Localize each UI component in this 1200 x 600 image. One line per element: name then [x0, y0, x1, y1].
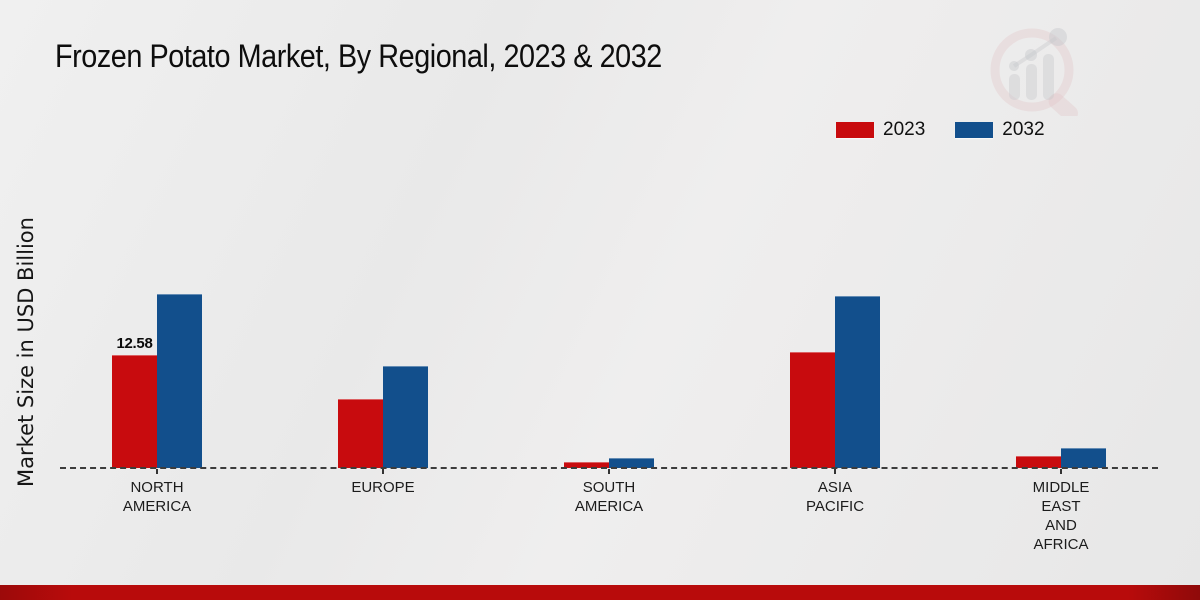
legend-entry-2023: 2023 — [836, 119, 925, 141]
bar-2032-south-america — [609, 458, 654, 468]
bar-2032-asia-pacific — [835, 296, 880, 468]
x-axis-tick — [1060, 469, 1062, 474]
magnifier-growth-chart-logo-icon — [990, 28, 1078, 116]
bar-2023-asia-pacific — [790, 352, 835, 468]
bar-2023-south-america — [564, 462, 609, 468]
x-axis-tick — [608, 469, 610, 474]
bar-2032-middle-east-and-africa — [1061, 448, 1106, 468]
bar-2023-middle-east-and-africa — [1016, 456, 1061, 468]
category-label-north-america: NORTH AMERICA — [122, 479, 192, 515]
category-label-middle-east-and-africa: MIDDLE EAST AND AFRICA — [1032, 479, 1090, 553]
x-axis-tick — [156, 469, 158, 474]
bar-group-middle-east-and-africa — [948, 0, 1174, 468]
chart-title: Frozen Potato Market, By Regional, 2023 … — [55, 38, 662, 74]
legend-label-2023: 2023 — [883, 119, 926, 140]
footer-accent-bar — [0, 585, 1200, 600]
legend-swatch-2032 — [955, 122, 994, 138]
bar-2023-europe — [338, 399, 383, 468]
plot-area: 12.58 — [44, 0, 1174, 468]
legend-entry-2032: 2032 — [955, 119, 1045, 141]
bar-group-europe — [270, 0, 496, 468]
legend-label-2032: 2032 — [1002, 119, 1045, 140]
bar-2032-north-america — [157, 294, 202, 468]
x-axis-baseline — [60, 467, 1158, 469]
bar-value-label: 12.58 — [116, 335, 153, 352]
bar-2032-europe — [383, 366, 428, 468]
legend: 2023 2032 — [836, 119, 1045, 141]
bar-group-asia-pacific — [722, 0, 948, 468]
category-label-south-america: SOUTH AMERICA — [574, 479, 644, 515]
bar-group-north-america: 12.58 — [44, 0, 270, 468]
category-label-europe: EUROPE — [351, 479, 415, 496]
x-axis-tick — [834, 469, 836, 474]
y-axis-label: Market Size in USD Billion — [14, 217, 38, 487]
category-label-asia-pacific: ASIA PACIFIC — [805, 479, 865, 515]
legend-swatch-2023 — [836, 122, 874, 138]
x-axis-tick — [382, 469, 384, 474]
bar-group-south-america — [496, 0, 722, 468]
bar-2023-north-america: 12.58 — [112, 335, 157, 468]
